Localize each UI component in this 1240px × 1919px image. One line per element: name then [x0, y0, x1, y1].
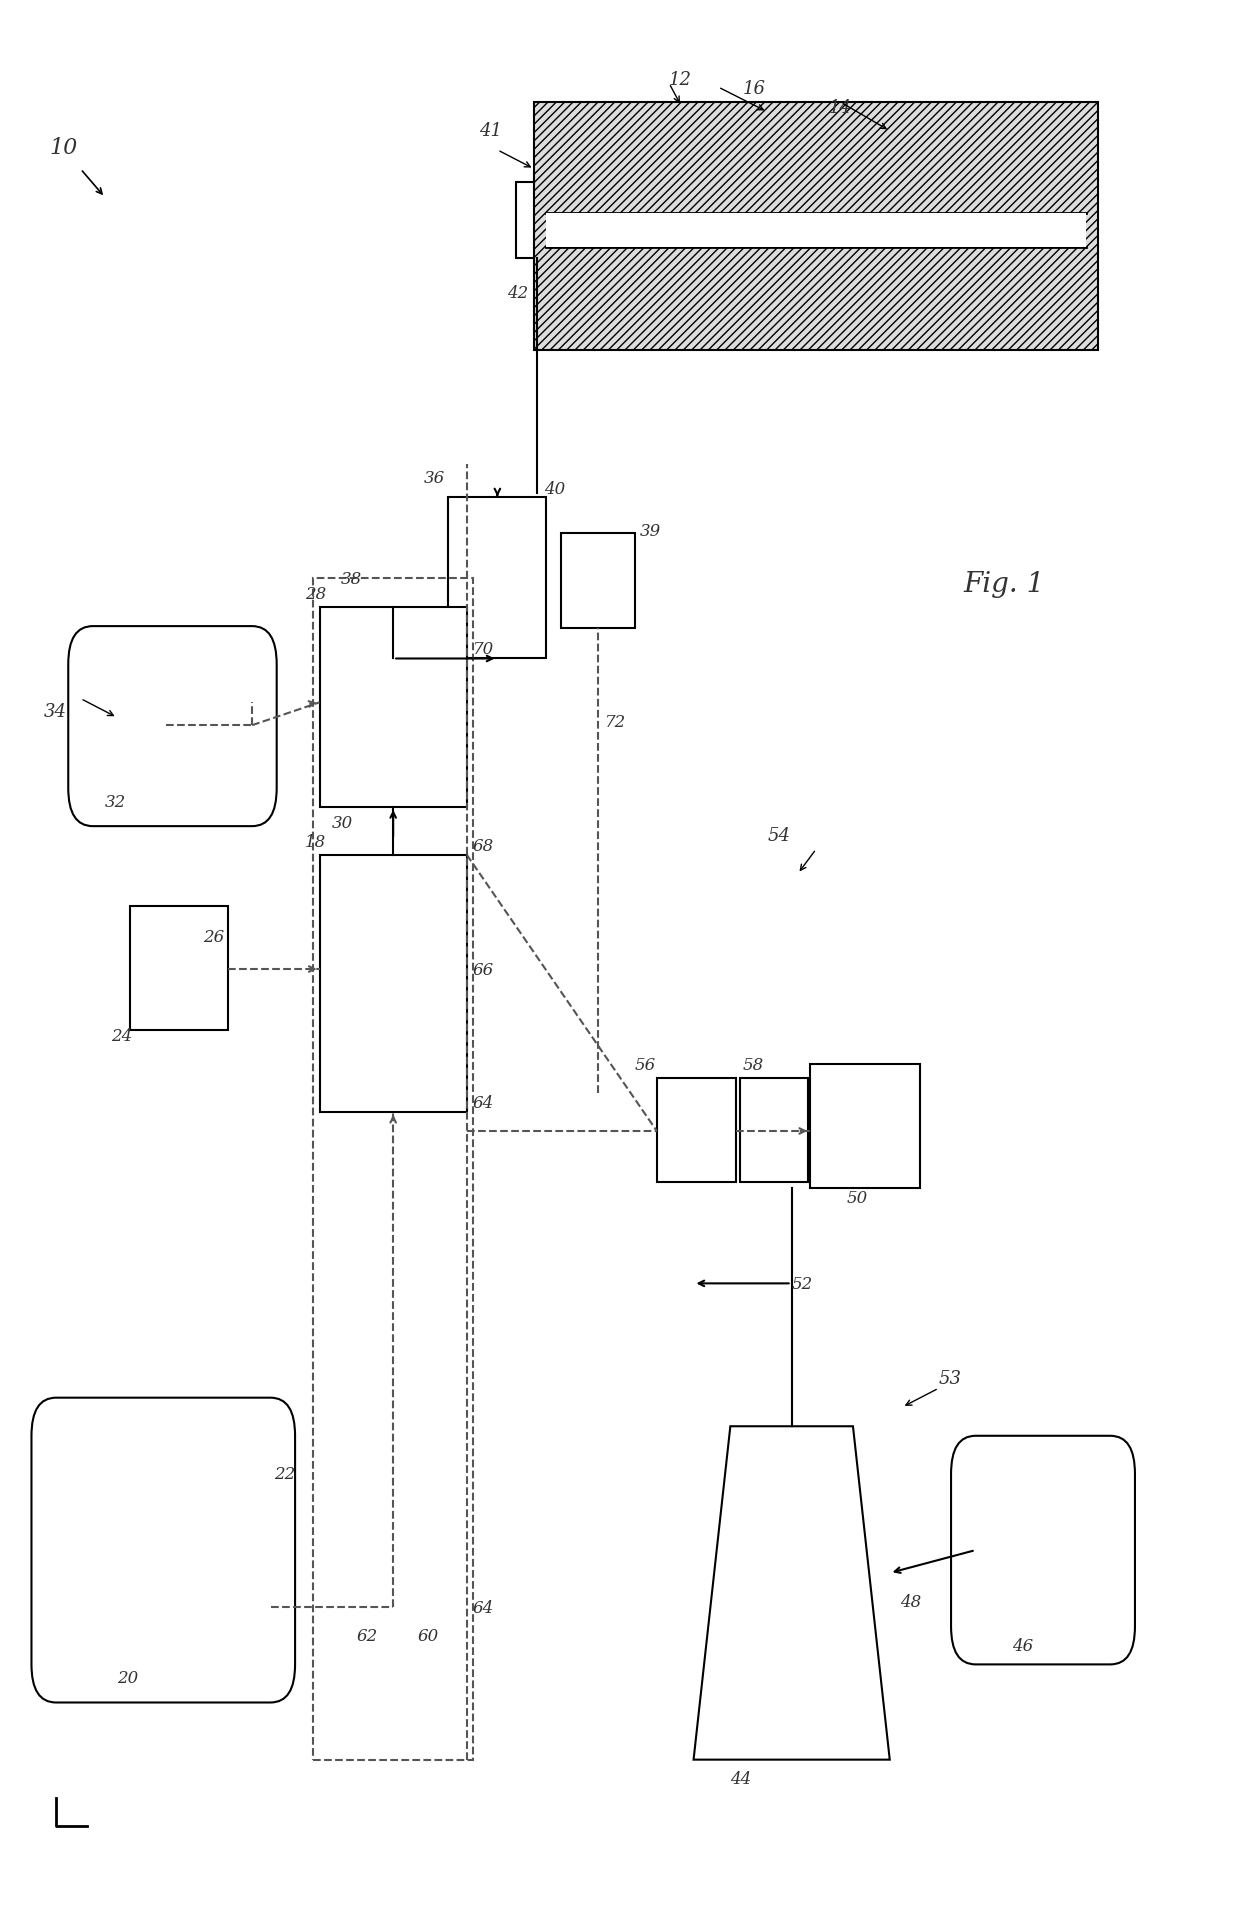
- Text: 70: 70: [472, 641, 494, 658]
- Text: 72: 72: [605, 714, 626, 731]
- Text: 64: 64: [472, 1600, 494, 1618]
- Text: Fig. 1: Fig. 1: [963, 570, 1044, 597]
- Text: 46: 46: [1012, 1637, 1034, 1654]
- FancyBboxPatch shape: [31, 1397, 295, 1702]
- FancyBboxPatch shape: [951, 1435, 1135, 1664]
- Text: 52: 52: [791, 1276, 813, 1293]
- Text: 14: 14: [828, 100, 852, 117]
- Text: 53: 53: [939, 1370, 962, 1387]
- Bar: [320, 854, 466, 1111]
- Text: 30: 30: [332, 816, 353, 831]
- Bar: [320, 606, 466, 808]
- Text: 28: 28: [305, 585, 326, 603]
- Bar: [516, 182, 559, 259]
- Text: 36: 36: [424, 470, 445, 487]
- Text: 64: 64: [472, 1096, 494, 1111]
- Bar: [534, 102, 1099, 349]
- Text: 41: 41: [479, 123, 502, 140]
- Bar: [129, 906, 228, 1031]
- Text: 44: 44: [730, 1771, 751, 1789]
- Text: 12: 12: [670, 71, 692, 88]
- Text: 54: 54: [768, 827, 790, 844]
- Text: 38: 38: [341, 572, 362, 587]
- Bar: [449, 497, 547, 658]
- Bar: [547, 213, 1086, 248]
- Text: 16: 16: [743, 81, 765, 98]
- Text: 18: 18: [305, 835, 326, 850]
- Text: 20: 20: [118, 1670, 139, 1687]
- Text: 32: 32: [105, 794, 126, 812]
- Text: 34: 34: [43, 704, 67, 722]
- Bar: [314, 578, 472, 1760]
- Text: 68: 68: [472, 839, 494, 854]
- Text: 22: 22: [274, 1466, 295, 1483]
- Bar: [562, 533, 635, 628]
- Bar: [810, 1065, 920, 1188]
- Text: 10: 10: [50, 138, 78, 159]
- Text: 40: 40: [544, 482, 565, 499]
- Bar: [657, 1078, 737, 1182]
- Text: 60: 60: [418, 1629, 439, 1645]
- FancyBboxPatch shape: [68, 626, 277, 827]
- Text: 56: 56: [635, 1057, 656, 1075]
- Bar: [740, 1078, 807, 1182]
- Text: 26: 26: [203, 929, 224, 946]
- Text: 50: 50: [847, 1190, 868, 1207]
- Text: 42: 42: [507, 286, 528, 301]
- Text: 66: 66: [472, 961, 494, 979]
- Text: 24: 24: [112, 1029, 133, 1046]
- Text: 48: 48: [899, 1595, 921, 1612]
- Text: 58: 58: [743, 1057, 764, 1075]
- Text: 39: 39: [640, 524, 661, 541]
- Text: 62: 62: [356, 1629, 378, 1645]
